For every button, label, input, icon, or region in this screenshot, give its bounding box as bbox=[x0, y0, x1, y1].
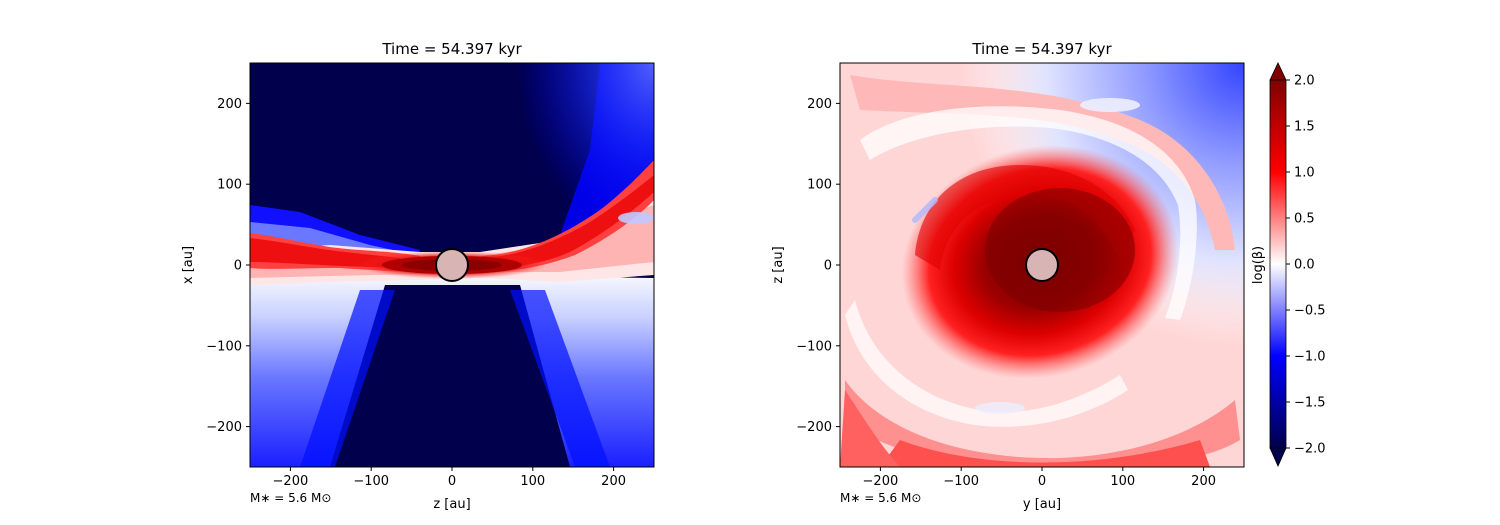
colorbar-tick-label: −1.5 bbox=[1294, 396, 1326, 411]
colorbar-extend-low bbox=[1269, 447, 1287, 467]
y-tick-label: 100 bbox=[807, 178, 832, 193]
colorbar-ticks: 2.0 1.5 1.0 0.5 0.0 −0.5 −1.0 −1.5 −2.0 bbox=[1286, 74, 1326, 457]
colorbar-extend-high bbox=[1269, 62, 1287, 81]
y-tick-label: −200 bbox=[206, 420, 242, 435]
y-tick-label: 200 bbox=[807, 97, 832, 112]
y-tick-label: −100 bbox=[206, 339, 242, 354]
left-x-label: z [au] bbox=[433, 497, 470, 512]
colorbar-tick-label: 0.0 bbox=[1294, 258, 1315, 273]
y-tick-label: −100 bbox=[796, 339, 832, 354]
colorbar-label: log(β) bbox=[1251, 246, 1266, 284]
x-tick-label: −100 bbox=[943, 474, 979, 489]
right-heatmap bbox=[840, 63, 1244, 467]
colorbar-tick-label: −0.5 bbox=[1294, 304, 1326, 319]
left-x-ticks: −200 −100 0 100 200 bbox=[273, 467, 626, 489]
x-tick-label: −100 bbox=[353, 474, 389, 489]
right-y-label: z [au] bbox=[771, 246, 786, 283]
x-tick-label: −200 bbox=[273, 474, 309, 489]
y-tick-label: 0 bbox=[234, 259, 242, 274]
x-tick-label: 100 bbox=[520, 474, 545, 489]
colorbar-tick-label: 2.0 bbox=[1294, 74, 1315, 89]
y-tick-label: 100 bbox=[217, 178, 242, 193]
colorbar-gradient bbox=[1269, 79, 1287, 449]
right-mass-annotation: M∗ = 5.6 M⊙ bbox=[840, 491, 921, 505]
y-tick-label: −200 bbox=[796, 420, 832, 435]
x-tick-label: 100 bbox=[1110, 474, 1135, 489]
x-tick-label: 0 bbox=[1038, 474, 1046, 489]
left-sink-marker bbox=[435, 248, 469, 282]
right-sink-marker bbox=[1025, 248, 1059, 282]
right-x-label: y [au] bbox=[1023, 497, 1061, 512]
left-panel: −200 −100 0 100 200 200 100 0 −100 −200 Time = 5… bbox=[181, 40, 655, 512]
left-title: Time = 54.397 kyr bbox=[381, 40, 522, 58]
colorbar-tick-label: 1.0 bbox=[1294, 166, 1315, 181]
colorbar: 2.0 1.5 1.0 0.5 0.0 −0.5 −1.0 −1.5 −2.0 log(β) bbox=[1251, 62, 1326, 467]
right-x-ticks: −200 −100 0 100 200 bbox=[863, 467, 1216, 489]
left-mass-annotation: M∗ = 5.6 M⊙ bbox=[250, 491, 331, 505]
right-title: Time = 54.397 kyr bbox=[971, 40, 1112, 58]
left-y-label: x [au] bbox=[181, 246, 196, 284]
left-y-ticks: 200 100 0 −100 −200 bbox=[206, 97, 250, 435]
colorbar-tick-label: −1.0 bbox=[1294, 350, 1326, 365]
right-y-ticks: 200 100 0 −100 −200 bbox=[796, 97, 840, 435]
colorbar-tick-label: 1.5 bbox=[1294, 120, 1315, 135]
y-tick-label: 0 bbox=[824, 259, 832, 274]
colorbar-tick-label: −2.0 bbox=[1294, 442, 1326, 457]
right-panel: −200 −100 0 100 200 200 100 0 −100 −200 Time = 5… bbox=[771, 40, 1245, 512]
x-tick-label: 0 bbox=[448, 474, 456, 489]
colorbar-tick-label: 0.5 bbox=[1294, 212, 1315, 227]
y-tick-label: 200 bbox=[217, 97, 242, 112]
x-tick-label: 200 bbox=[601, 474, 626, 489]
left-heatmap bbox=[250, 63, 654, 467]
x-tick-label: −200 bbox=[863, 474, 899, 489]
x-tick-label: 200 bbox=[1191, 474, 1216, 489]
